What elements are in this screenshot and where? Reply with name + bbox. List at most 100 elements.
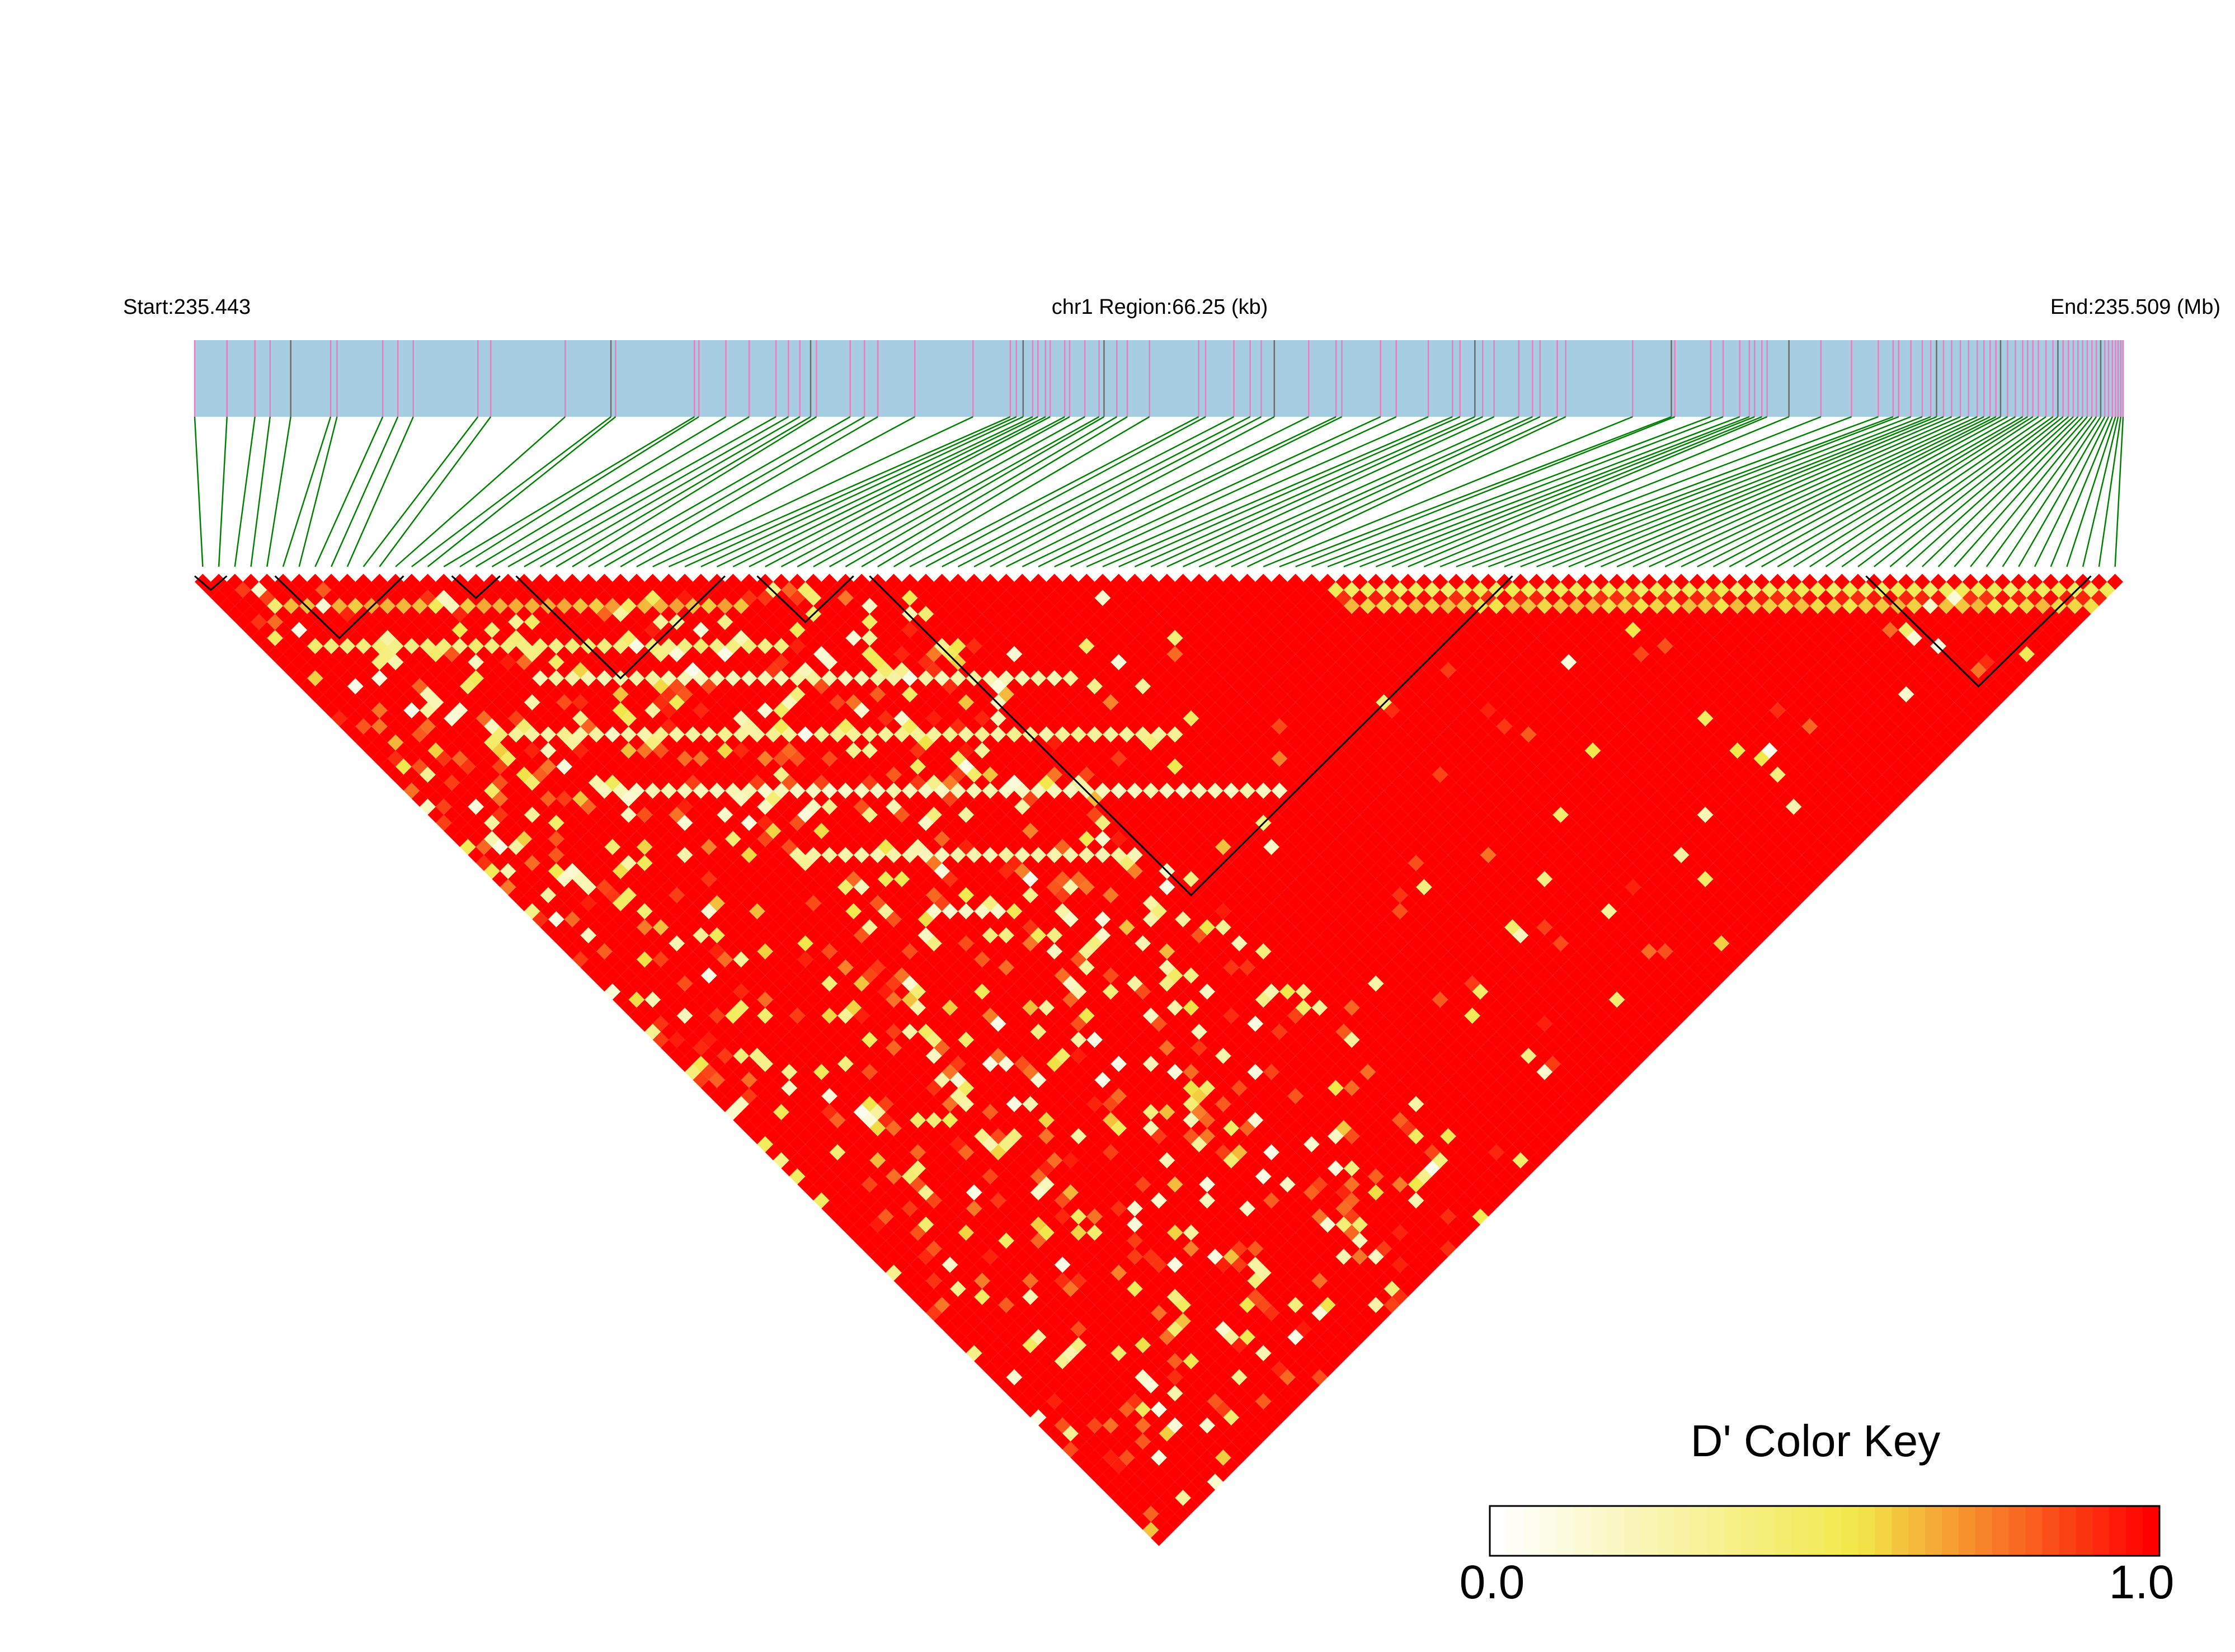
ld-cell xyxy=(580,863,597,879)
snp-connector xyxy=(925,416,1206,568)
snp-connector xyxy=(588,416,851,568)
ld-cell xyxy=(925,1096,942,1112)
snp-connector xyxy=(1536,416,1923,568)
ld-cell xyxy=(1127,1505,1143,1522)
ld-cell xyxy=(1094,1249,1111,1265)
ld-cell xyxy=(1247,1433,1264,1450)
ld-cell xyxy=(845,1048,862,1064)
ld-cell xyxy=(837,1039,854,1056)
ld-cell xyxy=(886,1249,902,1265)
snp-connector xyxy=(1600,416,1952,568)
ld-cell xyxy=(1175,1505,1191,1522)
ld-cell xyxy=(1279,1369,1296,1386)
ld-cell xyxy=(396,742,412,759)
ld-cell xyxy=(604,726,621,743)
ld-cell xyxy=(917,1281,934,1297)
ld-cell xyxy=(733,839,750,855)
ld-cell xyxy=(299,662,316,679)
ld-cell xyxy=(741,1008,757,1024)
ld-cell xyxy=(685,887,701,903)
ld-cell xyxy=(548,863,564,879)
ld-cell xyxy=(1127,1264,1143,1281)
ld-cell xyxy=(524,694,540,710)
ld-cell xyxy=(500,734,516,751)
ld-cell xyxy=(773,846,789,863)
ld-cell xyxy=(749,871,765,887)
snp-connector xyxy=(1922,416,2079,567)
ld-cell xyxy=(291,670,308,686)
ld-cell xyxy=(974,1353,990,1369)
ld-cell xyxy=(540,822,557,839)
ld-cell xyxy=(934,1136,951,1152)
snp-connector xyxy=(1295,416,1676,568)
region-label: chr1 Region:66.25 (kb) xyxy=(1051,295,1268,319)
ld-cell xyxy=(524,630,540,646)
ld-cell xyxy=(1175,1281,1191,1297)
ld-cell xyxy=(492,726,509,743)
ld-cell xyxy=(910,1144,926,1161)
ld-cell xyxy=(925,1192,942,1209)
ld-cell xyxy=(451,606,468,622)
ld-cell xyxy=(1014,1120,1031,1137)
ld-cell xyxy=(492,774,509,791)
ld-cell xyxy=(1022,1385,1039,1401)
ld-cell xyxy=(420,798,436,815)
ld-cell xyxy=(459,614,476,630)
snp-connector xyxy=(1937,416,2083,567)
ld-cell xyxy=(685,1048,701,1064)
ld-cell xyxy=(1159,1281,1175,1297)
ld-cell xyxy=(958,1256,975,1273)
ld-cell xyxy=(476,807,492,823)
ld-cell xyxy=(435,718,452,735)
ld-cell xyxy=(966,1216,982,1233)
ld-cell xyxy=(524,662,540,679)
ld-cell xyxy=(612,975,629,992)
ld-cell xyxy=(1287,1377,1304,1394)
ld-cell xyxy=(862,1144,878,1161)
ld-cell xyxy=(805,1136,822,1152)
ld-cell xyxy=(363,694,380,710)
ld-cell xyxy=(676,798,693,815)
snp-connector xyxy=(379,416,492,567)
ld-cell xyxy=(492,614,509,630)
ld-cell xyxy=(693,991,709,1008)
ld-cell xyxy=(1127,1249,1143,1265)
ld-cell xyxy=(724,879,741,896)
ld-cell xyxy=(862,999,878,1016)
ld-cell xyxy=(1022,1401,1039,1418)
ld-cell xyxy=(1142,1329,1159,1345)
ld-cell xyxy=(476,710,492,727)
ld-cell xyxy=(1006,1273,1023,1289)
ld-cell xyxy=(275,654,291,670)
ld-cell xyxy=(516,606,533,622)
ld-cell xyxy=(685,999,701,1016)
ld-cell xyxy=(420,702,436,719)
ld-cell xyxy=(1086,1353,1103,1369)
ld-cell xyxy=(1014,1377,1031,1394)
ld-cell xyxy=(1151,1288,1167,1305)
ld-cell xyxy=(283,662,299,679)
ld-cell xyxy=(476,597,492,614)
ld-cell xyxy=(685,903,701,920)
ld-cell xyxy=(1094,1312,1111,1329)
snp-connector xyxy=(1616,416,1961,568)
ld-cell xyxy=(862,983,878,1000)
ld-cell xyxy=(620,710,637,727)
ld-cell xyxy=(1191,1425,1207,1442)
ld-cell xyxy=(901,1120,918,1137)
ld-cell xyxy=(540,678,557,695)
snp-connector xyxy=(1873,416,2064,567)
ld-cell xyxy=(685,1032,701,1048)
ld-cell xyxy=(862,1032,878,1048)
ld-cell xyxy=(323,590,340,606)
ld-cell xyxy=(1014,1264,1031,1281)
ld-cell xyxy=(1127,1200,1143,1217)
ld-cell xyxy=(877,1160,894,1176)
ld-cell xyxy=(901,1008,918,1024)
ld-cell xyxy=(258,638,275,655)
ld-cell xyxy=(1006,1288,1023,1305)
ld-cell xyxy=(709,815,725,831)
ld-cell xyxy=(371,750,388,767)
ld-cell xyxy=(853,1039,870,1056)
ld-cell xyxy=(877,1048,894,1064)
